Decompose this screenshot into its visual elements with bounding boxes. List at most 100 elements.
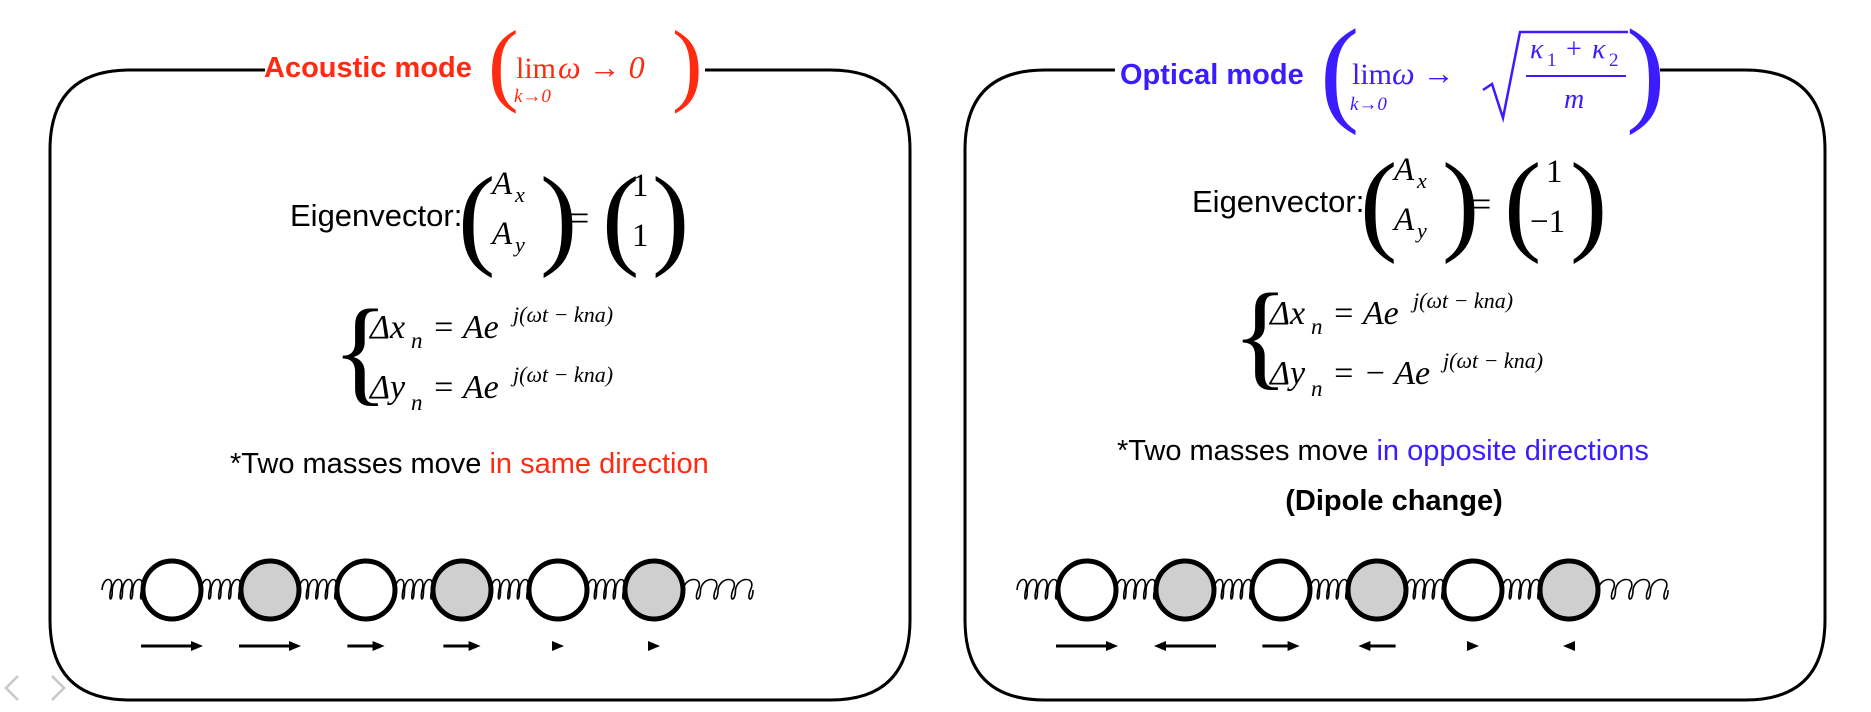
arrow-head-2 <box>1154 641 1166 651</box>
optical-equations: { Δx n = Ae j(ωt − kna) Δy n = − Ae j(ωt… <box>1232 269 1543 401</box>
acoustic-vec-right-top: 1 <box>632 168 649 204</box>
acoustic-equation-brace: { <box>332 285 389 416</box>
spring-4 <box>394 578 434 600</box>
mass-filled-1 <box>238 558 302 622</box>
spring-2 <box>200 578 242 600</box>
optical-limit-word: lim <box>1352 58 1392 91</box>
optical-sqrt-num-k1: κ <box>1530 34 1544 65</box>
optical-note-highlight: in opposite directions <box>1376 435 1648 467</box>
optical-mass-spring-chain <box>1016 558 1669 622</box>
mass-open-3 <box>1441 558 1505 622</box>
mass-open-2 <box>1249 558 1313 622</box>
optical-eq1-rhs: = Ae <box>1332 295 1399 332</box>
optical-eq2-exp: j(ωt − kna) <box>1440 348 1543 373</box>
optical-note-prefix: *Two masses move <box>1117 435 1376 467</box>
optical-sqrt-num-k2-sub: 2 <box>1609 50 1619 71</box>
acoustic-vec-left-open-paren: ( <box>458 155 495 279</box>
mass-open-3 <box>526 558 590 622</box>
mass-filled-2 <box>430 558 494 622</box>
optical-eigen-label: Eigenvector: <box>1192 184 1364 219</box>
acoustic-eq2-sub: n <box>411 390 423 415</box>
acoustic-vec-left-top-sub: x <box>514 182 525 207</box>
acoustic-note: *Two masses move in same direction <box>230 448 709 480</box>
spring-7 <box>682 578 754 600</box>
acoustic-limit-sub: k→0 <box>514 86 551 107</box>
acoustic-vec-equals: = <box>569 198 589 238</box>
optical-note: *Two masses move in opposite directions <box>1117 435 1649 467</box>
acoustic-panel-border <box>48 68 912 702</box>
mass-open-1 <box>140 558 204 622</box>
mass-filled-1 <box>1153 558 1217 622</box>
optical-sqrt-den: m <box>1564 84 1584 115</box>
acoustic-limit-close-paren: ) <box>672 12 703 114</box>
spring-1 <box>101 578 144 600</box>
optical-limit-close-paren: ) <box>1626 5 1665 136</box>
acoustic-vec-right-close-paren: ) <box>652 155 689 279</box>
arrow-head-6 <box>1563 641 1575 651</box>
optical-vec-left-open-paren: ( <box>1360 141 1397 265</box>
optical-vec-right-close-paren: ) <box>1570 141 1607 265</box>
acoustic-limit-body: ω → 0 <box>558 49 645 85</box>
optical-eigenvector: Eigenvector: ( A x A y ) = ( 1 −1 ) <box>1192 141 1607 265</box>
optical-eq1-lhs: Δx <box>1268 295 1305 332</box>
mass-filled-2 <box>1345 558 1409 622</box>
optical-eq2-lhs: Δy <box>1268 355 1306 392</box>
arrow-head-3 <box>1287 641 1300 651</box>
spring-1 <box>1016 578 1059 600</box>
optical-limit-open-paren: ( <box>1320 5 1359 136</box>
acoustic-note-prefix: *Two masses move <box>230 448 489 480</box>
optical-vec-right-top: 1 <box>1546 154 1563 190</box>
acoustic-vec-left-bottom: A <box>490 216 513 252</box>
arrow-head-2 <box>289 641 301 651</box>
optical-vec-right-open-paren: ( <box>1504 141 1541 265</box>
optical-sqrt-num-k1-sub: 1 <box>1547 50 1557 71</box>
spring-3 <box>1213 578 1253 600</box>
mass-open-1 <box>1055 558 1119 622</box>
optical-sqrt-sign <box>1482 30 1628 123</box>
arrow-head-5 <box>552 641 564 651</box>
spring-6 <box>586 578 626 600</box>
acoustic-displacement-arrows <box>141 641 660 651</box>
arrow-head-5 <box>1467 641 1479 651</box>
optical-vec-right-bottom: −1 <box>1530 204 1565 240</box>
optical-vec-equals: = <box>1471 184 1491 224</box>
acoustic-vec-left-bottom-sub: y <box>513 232 525 257</box>
chevron-right-icon[interactable] <box>51 675 66 701</box>
arrow-head-4 <box>468 641 481 651</box>
arrow-head-3 <box>372 641 385 651</box>
acoustic-eq1-lhs: Δx <box>368 309 405 346</box>
arrow-head-1 <box>191 641 203 651</box>
acoustic-equations: { Δx n = Ae j(ωt − kna) Δy n = Ae j(ωt −… <box>332 285 613 416</box>
optical-sqrt-plus: + <box>1566 34 1582 65</box>
optical-title-label: Optical mode <box>1120 59 1304 91</box>
optical-displacement-arrows <box>1056 641 1575 651</box>
acoustic-eq1-sub: n <box>411 328 423 353</box>
acoustic-eq1-exp: j(ωt − kna) <box>510 302 613 327</box>
acoustic-eq2-lhs: Δy <box>368 369 406 406</box>
optical-eq2-sub: n <box>1311 376 1323 401</box>
optical-vec-left-top: A <box>1392 152 1415 188</box>
arrow-head-6 <box>648 641 660 651</box>
acoustic-vec-right-bottom: 1 <box>632 218 649 254</box>
acoustic-eq2-rhs: = Ae <box>432 369 499 406</box>
optical-panel: Optical mode ( lim k→0 ω → κ 1 + κ 2 m )… <box>963 5 1827 702</box>
slide-navigation <box>4 675 66 701</box>
spring-5 <box>1405 578 1445 600</box>
mass-filled-3 <box>622 558 686 622</box>
acoustic-eq1-rhs: = Ae <box>432 309 499 346</box>
acoustic-limit-word: lim <box>516 52 556 85</box>
optical-vec-left-top-sub: x <box>1416 168 1427 193</box>
optical-eq2-rhs: = − Ae <box>1332 355 1430 392</box>
acoustic-note-highlight: in same direction <box>489 448 708 480</box>
optical-vec-left-bottom: A <box>1392 202 1415 238</box>
spring-7 <box>1597 578 1669 600</box>
optical-dipole-label: (Dipole change) <box>1285 485 1503 517</box>
chevron-left-icon[interactable] <box>4 675 19 701</box>
optical-limit-sub: k→0 <box>1350 94 1387 115</box>
spring-6 <box>1501 578 1541 600</box>
acoustic-vec-left-top: A <box>490 166 513 202</box>
acoustic-mass-spring-chain <box>101 558 754 622</box>
optical-panel-border <box>963 68 1827 702</box>
spring-2 <box>1115 578 1157 600</box>
